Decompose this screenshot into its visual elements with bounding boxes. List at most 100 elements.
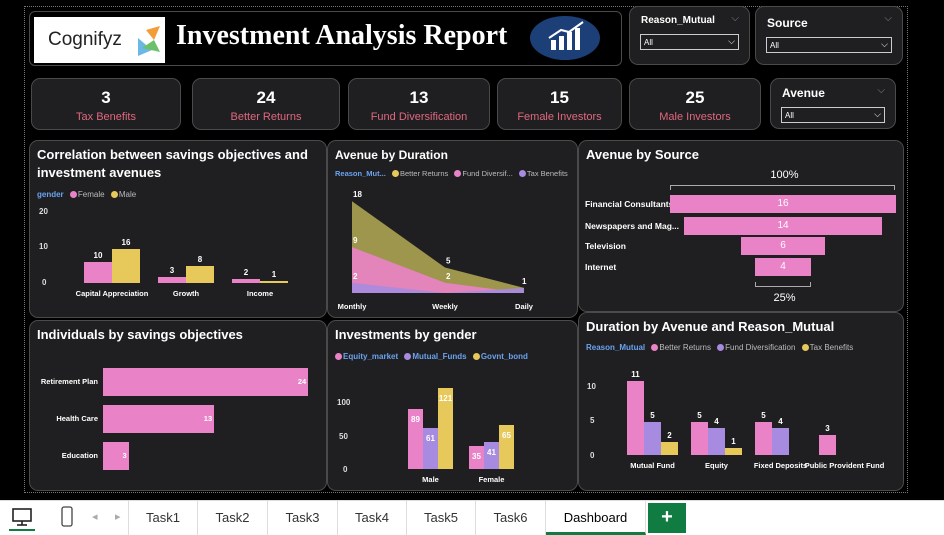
chart-title: Duration by Avenue and Reason_Mutual <box>586 319 835 334</box>
legend-dot <box>518 170 526 177</box>
area-fund-diversif- <box>352 247 524 293</box>
data-label: 2 <box>353 272 358 281</box>
avenue-reason-chart-card[interactable]: Duration by Avenue and Reason_Mutual Rea… <box>578 312 904 491</box>
legend-item: Female <box>77 190 105 199</box>
correlation-chart-card[interactable]: Correlation between savings objectives a… <box>29 140 327 318</box>
gender-chart-card[interactable]: Investments by gender Equity_market Mutu… <box>327 320 578 491</box>
data-label: 4 <box>714 417 719 427</box>
chevron-down-icon[interactable]: ⌵ <box>877 85 885 96</box>
source-select[interactable]: All ⌵ <box>766 37 892 53</box>
data-label: 89 <box>411 415 420 425</box>
legend-item: Fund Diversif... <box>462 169 513 178</box>
data-label: 14 <box>777 220 789 231</box>
chart-title: Correlation between savings objectives a… <box>37 147 308 180</box>
scroll-right-icon[interactable]: ▸ <box>115 511 121 523</box>
source-funnel-card[interactable]: Avenue by Source 100% Financial Consulta… <box>578 140 904 312</box>
funnel-category-label: Television <box>585 241 626 251</box>
chart-title: Avenue by Source <box>586 147 699 162</box>
funnel-top-label: 100% <box>770 169 799 181</box>
bar-male <box>112 248 140 283</box>
tab-task4[interactable]: Task4 <box>338 501 407 535</box>
bar-male <box>186 265 214 283</box>
chart-legend: Reason_Mutual Better Returns Fund Divers… <box>586 343 853 352</box>
data-label: 41 <box>487 447 496 457</box>
funnel-category-label: Internet <box>585 262 617 272</box>
kpi-value: 15 <box>550 88 569 107</box>
chart-legend: gender Female Male <box>37 190 136 199</box>
tab-task1[interactable]: Task1 <box>128 501 198 535</box>
slicer-title: Reason_Mutual <box>641 15 715 26</box>
data-label: 1 <box>271 269 277 279</box>
x-tick-label: Female <box>478 475 505 484</box>
mobile-view-icon[interactable] <box>60 506 74 528</box>
plot-area: Retirement Plan 24 Health Care 13 Education 3 <box>30 321 328 492</box>
data-label: 18 <box>353 190 362 199</box>
bar-fund-diversification <box>644 421 661 455</box>
tab-task2[interactable]: Task2 <box>198 501 268 535</box>
slicer-reason-mutual[interactable]: Reason_Mutual ⌵ All ⌵ <box>629 6 750 65</box>
x-tick-label: Monthly <box>338 302 368 311</box>
funnel-bottom-label: 25% <box>773 292 796 304</box>
bar-better-returns <box>755 421 772 455</box>
chart-title: Avenue by Duration <box>335 148 448 162</box>
y-category-label: Health Care <box>56 414 98 423</box>
report-frame <box>24 6 908 493</box>
select-value: All <box>644 38 653 47</box>
desktop-view-icon[interactable] <box>11 507 33 527</box>
bar-female <box>232 278 260 283</box>
reason-select[interactable]: All ⌵ <box>640 34 739 50</box>
data-label: 16 <box>121 237 131 247</box>
data-label: 3 <box>169 265 175 275</box>
bar-better-returns <box>819 434 836 455</box>
kpi-value: 3 <box>101 88 111 107</box>
bar-govnt-bond <box>438 387 453 469</box>
chart-legend: Equity_market Mutual_Funds Govnt_bond <box>335 352 528 361</box>
legend-dot <box>404 353 412 360</box>
legend-item: Govnt_bond <box>480 352 528 361</box>
bar-better-returns <box>627 381 644 455</box>
chevron-down-icon[interactable]: ⌵ <box>884 13 892 24</box>
tab-task3[interactable]: Task3 <box>268 501 338 535</box>
slicer-title: Source <box>767 16 808 30</box>
tab-task6[interactable]: Task6 <box>476 501 546 535</box>
data-label: 2 <box>446 272 451 281</box>
slicer-source[interactable]: Source ⌵ All ⌵ <box>755 6 903 65</box>
bar-govnt-bond <box>499 425 514 469</box>
data-label: 2 <box>667 430 672 440</box>
kpi-male-investors: 25 Male Investors <box>629 78 761 130</box>
legend-item: Tax Benefits <box>809 343 854 352</box>
kpi-label: Better Returns <box>230 111 302 123</box>
scroll-left-icon[interactable]: ◂ <box>92 511 98 523</box>
area-tax-benefits <box>352 282 524 293</box>
tab-dashboard[interactable]: Dashboard <box>546 501 646 535</box>
select-value: All <box>785 111 794 120</box>
add-sheet-button[interactable]: + <box>648 503 686 533</box>
chevron-down-icon[interactable]: ⌵ <box>731 13 739 24</box>
tab-task5[interactable]: Task5 <box>407 501 476 535</box>
x-tick-label: Weekly <box>432 302 459 311</box>
x-tick-label: Equity <box>705 461 728 470</box>
duration-chart-card[interactable]: Avenue by Duration Reason_Mut... Better … <box>327 140 578 318</box>
data-label: 61 <box>426 434 435 444</box>
kpi-label: Tax Benefits <box>76 111 136 123</box>
kpi-label: Fund Diversification <box>370 111 468 123</box>
slicer-avenue[interactable]: Avenue ⌵ All ⌵ <box>770 78 896 129</box>
funnel-bottom-bracket <box>755 282 811 287</box>
chart-title: Individuals by savings objectives <box>37 327 243 342</box>
data-label: 8 <box>197 254 203 264</box>
data-label: 3 <box>825 423 830 433</box>
select-value: All <box>770 41 779 50</box>
bar-savings <box>103 405 215 433</box>
bar-savings <box>103 368 309 396</box>
kpi-female-investors: 15 Female Investors <box>497 78 622 130</box>
kpi-value: 25 <box>685 88 705 107</box>
data-label: 4 <box>780 261 786 272</box>
kpi-label: Male Investors <box>659 111 731 123</box>
funnel-bar <box>754 258 812 276</box>
x-tick-label: Fixed Deposits <box>753 461 808 470</box>
data-label: 9 <box>353 236 358 245</box>
avenue-select[interactable]: All ⌵ <box>781 107 885 123</box>
legend-dot <box>651 344 659 351</box>
savings-chart-card[interactable]: Individuals by savings objectives Retire… <box>29 320 327 491</box>
chevron-down-icon: ⌵ <box>881 39 888 49</box>
